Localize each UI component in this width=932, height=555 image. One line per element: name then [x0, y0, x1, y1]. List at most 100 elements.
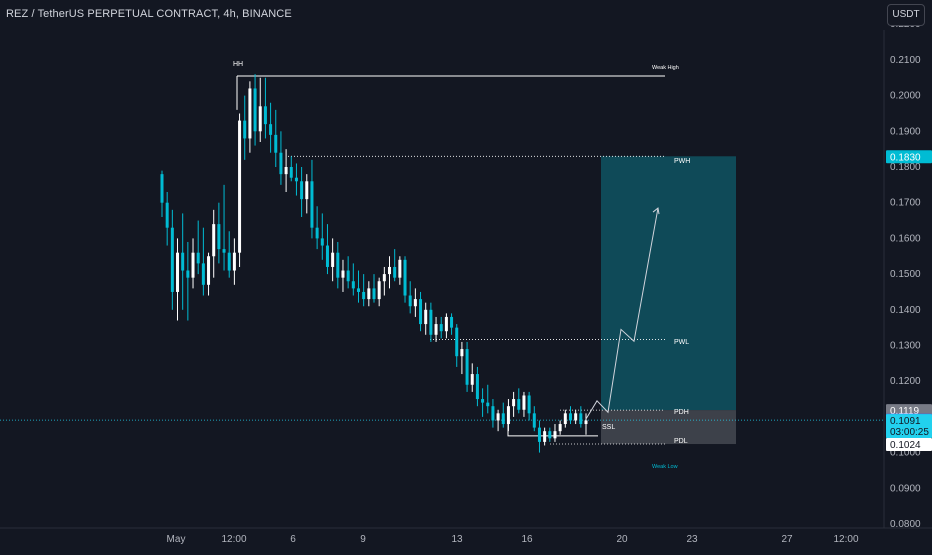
candle [568, 406, 572, 425]
candle [196, 220, 200, 275]
candle [279, 131, 283, 185]
price-label: 0.1024 [886, 438, 932, 452]
candle [512, 391, 516, 417]
candle-body [305, 181, 309, 200]
price-axis: 0.08000.09000.10000.11000.12000.13000.14… [883, 19, 932, 530]
candle [548, 427, 552, 442]
price-tick-label: 0.2000 [890, 91, 921, 102]
candle-body [238, 120, 242, 253]
candle-body [553, 431, 557, 439]
candle [284, 149, 288, 192]
candle-body [351, 281, 355, 289]
candle [393, 249, 397, 282]
candle-body [429, 309, 433, 335]
candle [191, 238, 195, 289]
candle-body [506, 406, 510, 425]
candle-body [289, 167, 293, 178]
candle-body [558, 424, 562, 432]
candle-body [176, 252, 180, 292]
candle [274, 109, 278, 167]
candle-body [248, 88, 252, 139]
candle [346, 256, 350, 289]
candle-body [470, 374, 474, 385]
candle-body [460, 349, 464, 357]
candle [336, 241, 340, 289]
stop-zone [601, 410, 736, 445]
price-label-text: 0.1024 [890, 440, 921, 451]
projection-arrowhead [652, 207, 660, 215]
candle-body [393, 266, 397, 278]
candle-body [160, 174, 164, 203]
price-tick-label: 0.1900 [890, 126, 921, 137]
candle [522, 391, 526, 417]
annotation-labels: HH Weak High PWH PWL PDH SSL PDL Weak Low [233, 61, 690, 470]
candle [527, 391, 531, 421]
candle [176, 238, 180, 321]
time-tick-label: 13 [451, 534, 463, 545]
candle [367, 281, 371, 307]
candle-body [413, 299, 417, 307]
price-tick-label: 0.1600 [890, 233, 921, 244]
position-zones [601, 156, 736, 445]
pwh-label: PWH [674, 158, 690, 165]
candle-body [377, 281, 381, 300]
candle [470, 363, 474, 392]
candle [356, 270, 360, 303]
price-tick-label: 0.1700 [890, 198, 921, 209]
candle [310, 159, 314, 239]
candle [170, 209, 174, 310]
hh-label: HH [233, 61, 243, 68]
candle [160, 170, 164, 217]
candle [388, 256, 392, 289]
candle [325, 224, 329, 275]
candle-body [294, 177, 298, 182]
candle-body [579, 413, 583, 425]
candle [227, 231, 231, 278]
price-tick-label: 0.0800 [890, 519, 921, 530]
candle-body [512, 399, 516, 407]
candle-body [186, 270, 190, 278]
candle-body [170, 227, 174, 292]
candle [579, 406, 583, 428]
candle-body [548, 431, 552, 439]
candle [475, 366, 479, 407]
candle-body [486, 402, 490, 407]
projection-path [585, 207, 660, 420]
candle [450, 313, 454, 335]
currency-button[interactable]: USDT [887, 4, 925, 26]
candle-body [191, 252, 195, 278]
candle [424, 302, 428, 335]
candle-body [222, 249, 226, 253]
candle [455, 324, 459, 367]
level-lines [0, 75, 884, 445]
candle-body [563, 413, 567, 425]
candle-body [362, 291, 366, 300]
candle [532, 406, 536, 432]
candle-body [434, 324, 438, 335]
candle [372, 274, 376, 303]
candle-body [196, 252, 200, 264]
candle-body [439, 324, 443, 332]
candle [258, 77, 262, 143]
candle-body [388, 266, 392, 275]
pwl-label: PWL [674, 339, 689, 346]
price-tick-label: 0.1800 [890, 162, 921, 173]
candle-body [165, 202, 169, 228]
candle-body [398, 259, 402, 278]
ssl-label: SSL [602, 424, 615, 431]
candle-body [274, 134, 278, 153]
candle-body [232, 252, 236, 271]
price-label-text: 0.1091 [890, 416, 921, 427]
time-tick-label: 16 [521, 534, 533, 545]
candle-body [424, 309, 428, 325]
candle [491, 399, 495, 428]
candle [444, 313, 448, 339]
candle-body [455, 327, 459, 357]
candle [243, 95, 247, 160]
candle-body [181, 252, 185, 271]
symbol-title: REZ / TetherUS PERPETUAL CONTRACT, 4h, B… [6, 8, 292, 20]
weak-high-label: Weak High [652, 65, 679, 71]
